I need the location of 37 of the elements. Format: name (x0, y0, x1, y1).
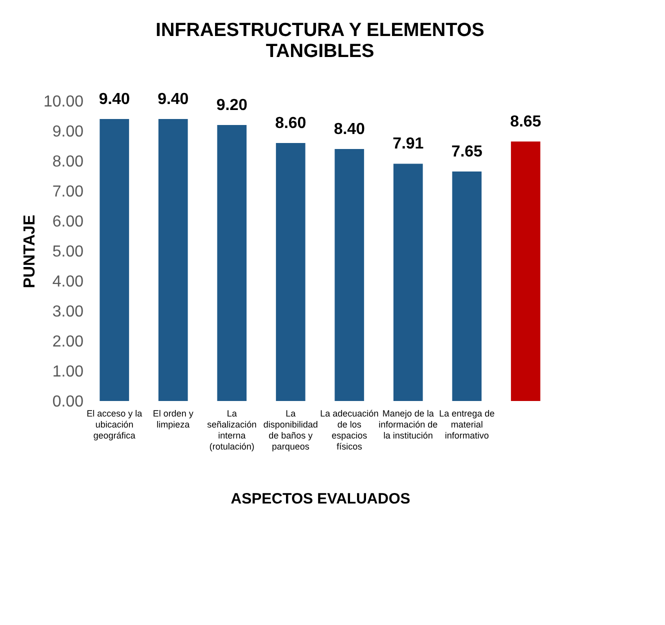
y-tick-label: 8.00 (52, 154, 84, 170)
data-label: 9.40 (98, 91, 130, 108)
bar (334, 149, 364, 401)
data-label: 9.20 (216, 97, 248, 114)
y-tick-label: 10.00 (43, 94, 84, 110)
x-tick-label: Manejo de la información de la institución (378, 408, 438, 440)
data-label: 7.91 (392, 136, 424, 153)
bar (100, 119, 130, 401)
x-tick-label: La adecuación de los espacios físicos (320, 408, 379, 452)
y-tick-label: 6.00 (52, 214, 84, 230)
x-tick-label: La señalización interna (rotulación) (207, 408, 257, 452)
x-axis-title: ASPECTOS EVALUADOS (230, 490, 410, 508)
y-tick-label: 3.00 (52, 304, 84, 320)
y-tick-label: 4.00 (52, 274, 84, 290)
x-tick-label: La entrega de material informativo (439, 408, 495, 440)
data-label: 7.65 (451, 144, 483, 160)
chart-title: INFRAESTRUCTURA Y ELEMENTOS TANGIBLES (156, 20, 484, 62)
y-tick-label: 5.00 (52, 244, 84, 260)
y-tick-label: 9.00 (52, 124, 84, 140)
bar (158, 119, 188, 401)
data-label: 8.65 (510, 114, 542, 130)
y-tick-label: 7.00 (52, 184, 84, 200)
x-tick-label: El acceso y la ubicación geográfica (86, 408, 142, 440)
data-label: 8.40 (334, 121, 366, 138)
x-tick-label: La disponibilidad de baños y parqueos (263, 408, 318, 452)
bar (510, 142, 540, 401)
data-label: 8.60 (275, 115, 306, 132)
y-tick-label: 2.00 (52, 334, 84, 350)
data-label: 9.40 (158, 91, 189, 108)
y-tick-label: 0.00 (52, 394, 84, 410)
bar (452, 172, 482, 401)
y-axis-title: PUNTAJE (21, 214, 38, 288)
y-tick-label: 1.00 (52, 364, 84, 380)
x-tick-label: El orden y limpieza (152, 408, 194, 430)
bar (217, 125, 247, 401)
bar (393, 164, 423, 401)
bar (276, 143, 306, 401)
